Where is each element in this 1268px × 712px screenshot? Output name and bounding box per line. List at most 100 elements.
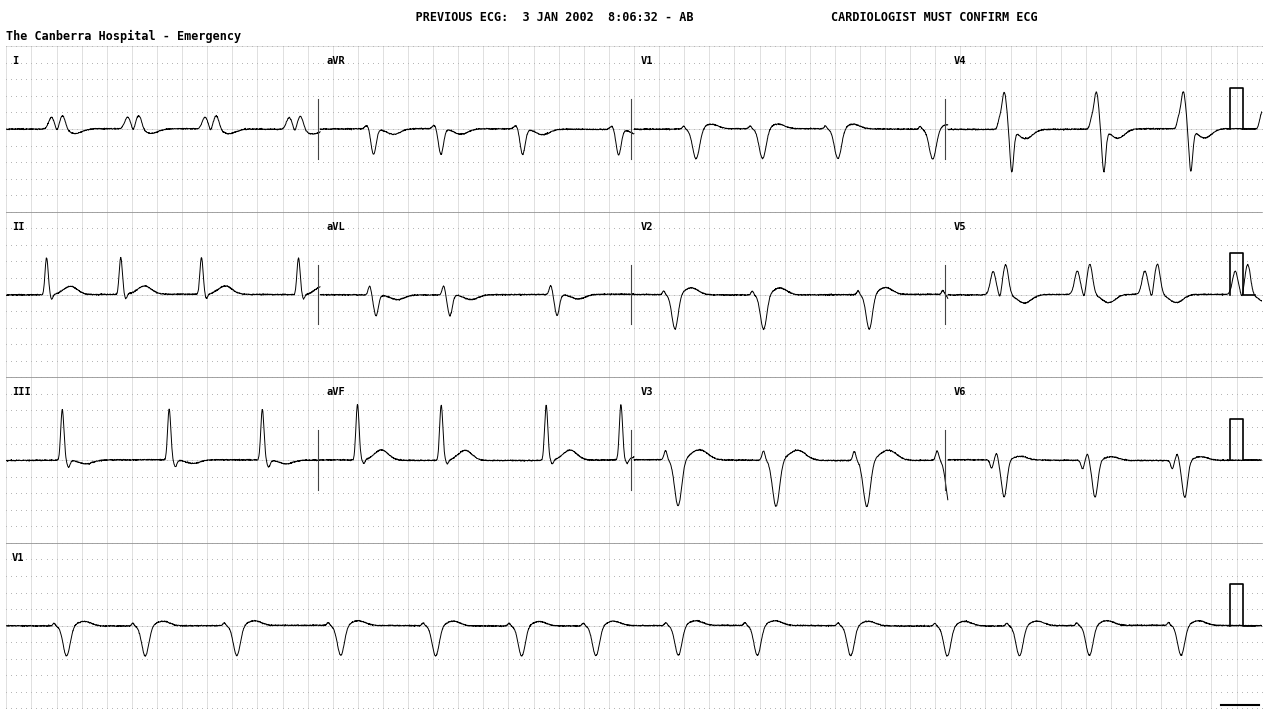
Point (519, 603, 539, 614)
Point (252, 637, 273, 648)
Point (734, 504, 754, 515)
Point (685, 322, 705, 333)
Point (534, 239, 554, 251)
Point (990, 239, 1011, 251)
Point (895, 223, 915, 234)
Point (429, 404, 449, 416)
Point (1065, 603, 1085, 614)
Point (408, 520, 429, 532)
Point (1187, 554, 1207, 565)
Point (839, 603, 860, 614)
Point (900, 404, 921, 416)
Point (1056, 256, 1077, 267)
Point (503, 41, 524, 52)
Point (704, 272, 724, 283)
Point (1226, 669, 1246, 681)
Point (1056, 73, 1077, 85)
Point (824, 686, 844, 698)
Point (1011, 206, 1031, 217)
Point (970, 438, 990, 449)
Point (227, 570, 247, 582)
Point (16, 471, 37, 483)
Point (388, 305, 408, 317)
Point (1041, 620, 1061, 632)
Point (1236, 372, 1257, 383)
Point (680, 140, 700, 151)
Point (844, 157, 865, 168)
Point (122, 140, 142, 151)
Point (1156, 669, 1177, 681)
Point (1021, 173, 1041, 184)
Point (468, 289, 488, 300)
Point (11, 206, 32, 217)
Point (1011, 637, 1031, 648)
Point (212, 173, 232, 184)
Point (363, 422, 383, 433)
Point (1187, 173, 1207, 184)
Point (664, 603, 685, 614)
Point (936, 41, 956, 52)
Point (1021, 620, 1041, 632)
Point (865, 239, 885, 251)
Point (744, 140, 765, 151)
Point (529, 90, 549, 102)
Point (298, 388, 318, 399)
Point (714, 289, 734, 300)
Point (1080, 504, 1101, 515)
Point (960, 620, 980, 632)
Point (714, 703, 734, 712)
Point (814, 554, 834, 565)
Point (222, 189, 242, 201)
Point (644, 587, 664, 598)
Point (252, 338, 273, 350)
Point (544, 189, 564, 201)
Point (227, 603, 247, 614)
Point (995, 206, 1016, 217)
Point (905, 488, 926, 499)
Point (478, 686, 498, 698)
Point (303, 322, 323, 333)
Point (754, 504, 775, 515)
Point (262, 686, 283, 698)
Point (132, 587, 152, 598)
Point (1121, 703, 1141, 712)
Point (921, 570, 941, 582)
Text: III: III (13, 387, 32, 397)
Point (1056, 438, 1077, 449)
Point (680, 388, 700, 399)
Point (403, 239, 424, 251)
Point (950, 703, 970, 712)
Point (754, 206, 775, 217)
Point (358, 603, 378, 614)
Point (583, 305, 604, 317)
Point (1021, 123, 1041, 135)
Point (855, 90, 875, 102)
Point (478, 620, 498, 632)
Point (1246, 454, 1267, 466)
Point (1211, 438, 1231, 449)
Point (539, 223, 559, 234)
Point (664, 173, 685, 184)
Point (27, 554, 47, 565)
Point (1182, 570, 1202, 582)
Point (152, 570, 172, 582)
Point (910, 123, 931, 135)
Point (322, 272, 342, 283)
Point (931, 140, 951, 151)
Point (814, 107, 834, 118)
Point (303, 438, 323, 449)
Point (1080, 189, 1101, 201)
Point (634, 140, 654, 151)
Point (202, 620, 222, 632)
Point (765, 289, 785, 300)
Point (619, 488, 639, 499)
Point (583, 272, 604, 283)
Point (810, 305, 831, 317)
Point (437, 189, 458, 201)
Point (1075, 123, 1096, 135)
Point (1016, 272, 1036, 283)
Point (61, 388, 81, 399)
Point (583, 520, 604, 532)
Point (463, 520, 483, 532)
Point (202, 587, 222, 598)
